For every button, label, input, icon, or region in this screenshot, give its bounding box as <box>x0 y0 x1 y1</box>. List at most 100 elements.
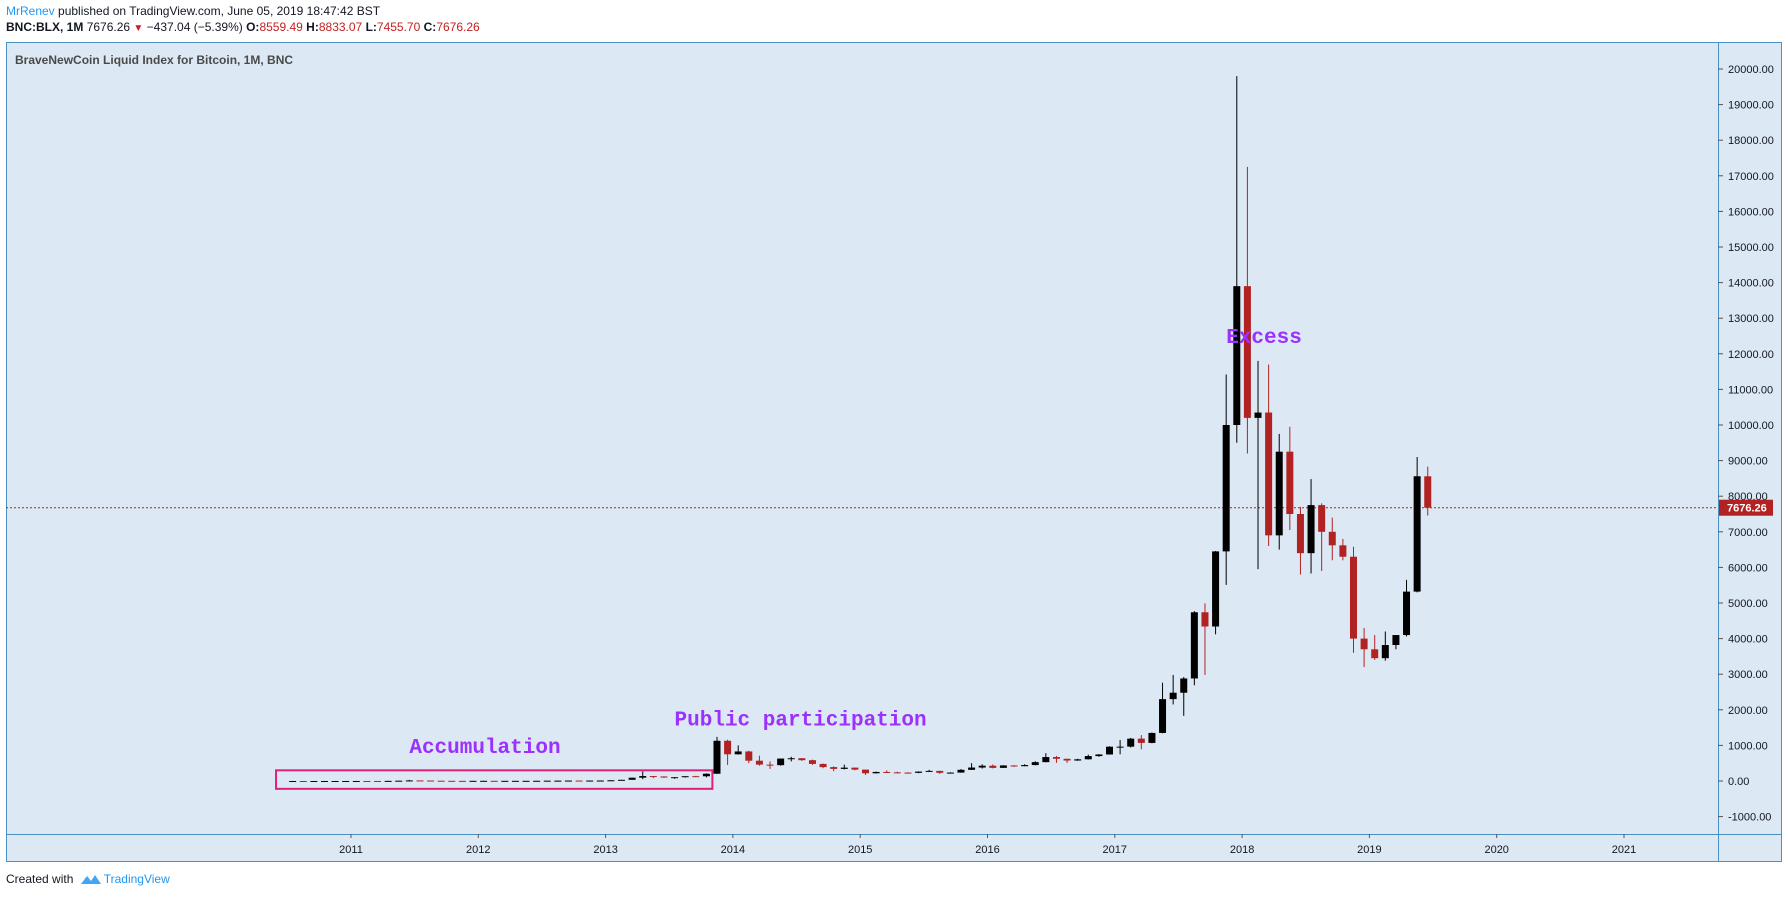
candle[interactable] <box>405 779 413 782</box>
candle[interactable] <box>1328 517 1336 561</box>
candle[interactable] <box>1424 466 1432 516</box>
candle[interactable] <box>437 780 445 782</box>
plot-area[interactable] <box>6 42 1782 862</box>
candle[interactable] <box>1201 603 1209 675</box>
candle[interactable] <box>787 756 795 762</box>
candle[interactable] <box>1339 538 1347 561</box>
candle[interactable] <box>289 780 297 782</box>
candle[interactable] <box>957 769 965 773</box>
candle[interactable] <box>331 780 339 782</box>
candle[interactable] <box>851 767 859 771</box>
candle[interactable] <box>925 769 933 773</box>
candle[interactable] <box>1063 758 1071 763</box>
candle[interactable] <box>310 780 318 782</box>
candle[interactable] <box>1254 360 1262 570</box>
candle[interactable] <box>1349 546 1357 653</box>
candle[interactable] <box>1296 506 1304 575</box>
candle[interactable] <box>830 766 838 772</box>
candle[interactable] <box>893 771 901 774</box>
candle[interactable] <box>458 780 466 782</box>
candle[interactable] <box>543 780 551 782</box>
candle[interactable] <box>1243 166 1251 454</box>
candle[interactable] <box>766 761 774 769</box>
candle[interactable] <box>1148 732 1156 744</box>
candle[interactable] <box>1212 551 1220 635</box>
candle[interactable] <box>999 765 1007 769</box>
candle[interactable] <box>1222 374 1230 585</box>
annotation-text[interactable]: Excess <box>1226 327 1302 350</box>
candle[interactable] <box>989 764 997 769</box>
candle[interactable] <box>395 780 403 782</box>
candle[interactable] <box>363 780 371 782</box>
candle[interactable] <box>416 780 424 782</box>
candle[interactable] <box>883 770 891 773</box>
candle[interactable] <box>1413 457 1421 593</box>
candle[interactable] <box>1052 755 1060 763</box>
candle[interactable] <box>480 780 488 782</box>
candle[interactable] <box>1169 674 1177 705</box>
candle[interactable] <box>755 755 763 766</box>
candle[interactable] <box>660 776 668 778</box>
annotation-text[interactable]: Accumulation <box>409 737 560 760</box>
candle[interactable] <box>1275 433 1283 550</box>
candle[interactable] <box>946 772 954 774</box>
candle[interactable] <box>596 780 604 782</box>
candle[interactable] <box>1074 758 1082 761</box>
candle[interactable] <box>522 780 530 782</box>
accumulation-box[interactable] <box>275 769 714 790</box>
candle[interactable] <box>819 763 827 769</box>
candle[interactable] <box>1095 754 1103 757</box>
candle[interactable] <box>490 780 498 782</box>
candle[interactable] <box>320 780 328 782</box>
candle[interactable] <box>564 780 572 782</box>
candle[interactable] <box>713 736 721 774</box>
candle[interactable] <box>501 780 509 782</box>
candle[interactable] <box>978 764 986 769</box>
candle[interactable] <box>936 770 944 774</box>
candle[interactable] <box>702 773 710 778</box>
candle[interactable] <box>1010 765 1018 767</box>
candle[interactable] <box>384 780 392 782</box>
candle[interactable] <box>808 759 816 765</box>
candle[interactable] <box>1180 677 1188 716</box>
candle[interactable] <box>1116 740 1124 755</box>
candle[interactable] <box>628 777 636 780</box>
candle[interactable] <box>352 780 360 782</box>
candle[interactable] <box>1105 746 1113 755</box>
candle[interactable] <box>872 771 880 774</box>
candle[interactable] <box>681 776 689 778</box>
candle[interactable] <box>469 780 477 782</box>
candle[interactable] <box>1042 753 1050 763</box>
candle[interactable] <box>915 771 923 774</box>
tradingview-link[interactable]: TradingView <box>103 872 170 886</box>
candle[interactable] <box>1233 76 1241 443</box>
candle[interactable] <box>1127 737 1135 748</box>
candle[interactable] <box>1360 627 1368 668</box>
candle[interactable] <box>968 763 976 770</box>
candle[interactable] <box>374 780 382 782</box>
candle[interactable] <box>649 776 657 779</box>
author-link[interactable]: MrRenev <box>6 4 55 18</box>
candle[interactable] <box>1137 735 1145 750</box>
candle[interactable] <box>777 758 785 766</box>
candle[interactable] <box>1021 764 1029 767</box>
candle[interactable] <box>511 780 519 782</box>
candle[interactable] <box>671 777 679 779</box>
candle[interactable] <box>618 779 626 781</box>
candle[interactable] <box>840 764 848 770</box>
candle[interactable] <box>554 780 562 782</box>
candle[interactable] <box>342 780 350 782</box>
candle[interactable] <box>607 780 615 782</box>
candle[interactable] <box>448 780 456 782</box>
candle[interactable] <box>639 771 647 780</box>
candle[interactable] <box>798 758 806 761</box>
candle[interactable] <box>862 769 870 775</box>
candle[interactable] <box>904 772 912 774</box>
candle[interactable] <box>1403 579 1411 637</box>
candle[interactable] <box>1190 611 1198 686</box>
candle[interactable] <box>1031 761 1039 766</box>
candle[interactable] <box>299 780 307 782</box>
candle[interactable] <box>1318 503 1326 571</box>
candle[interactable] <box>1307 479 1315 574</box>
